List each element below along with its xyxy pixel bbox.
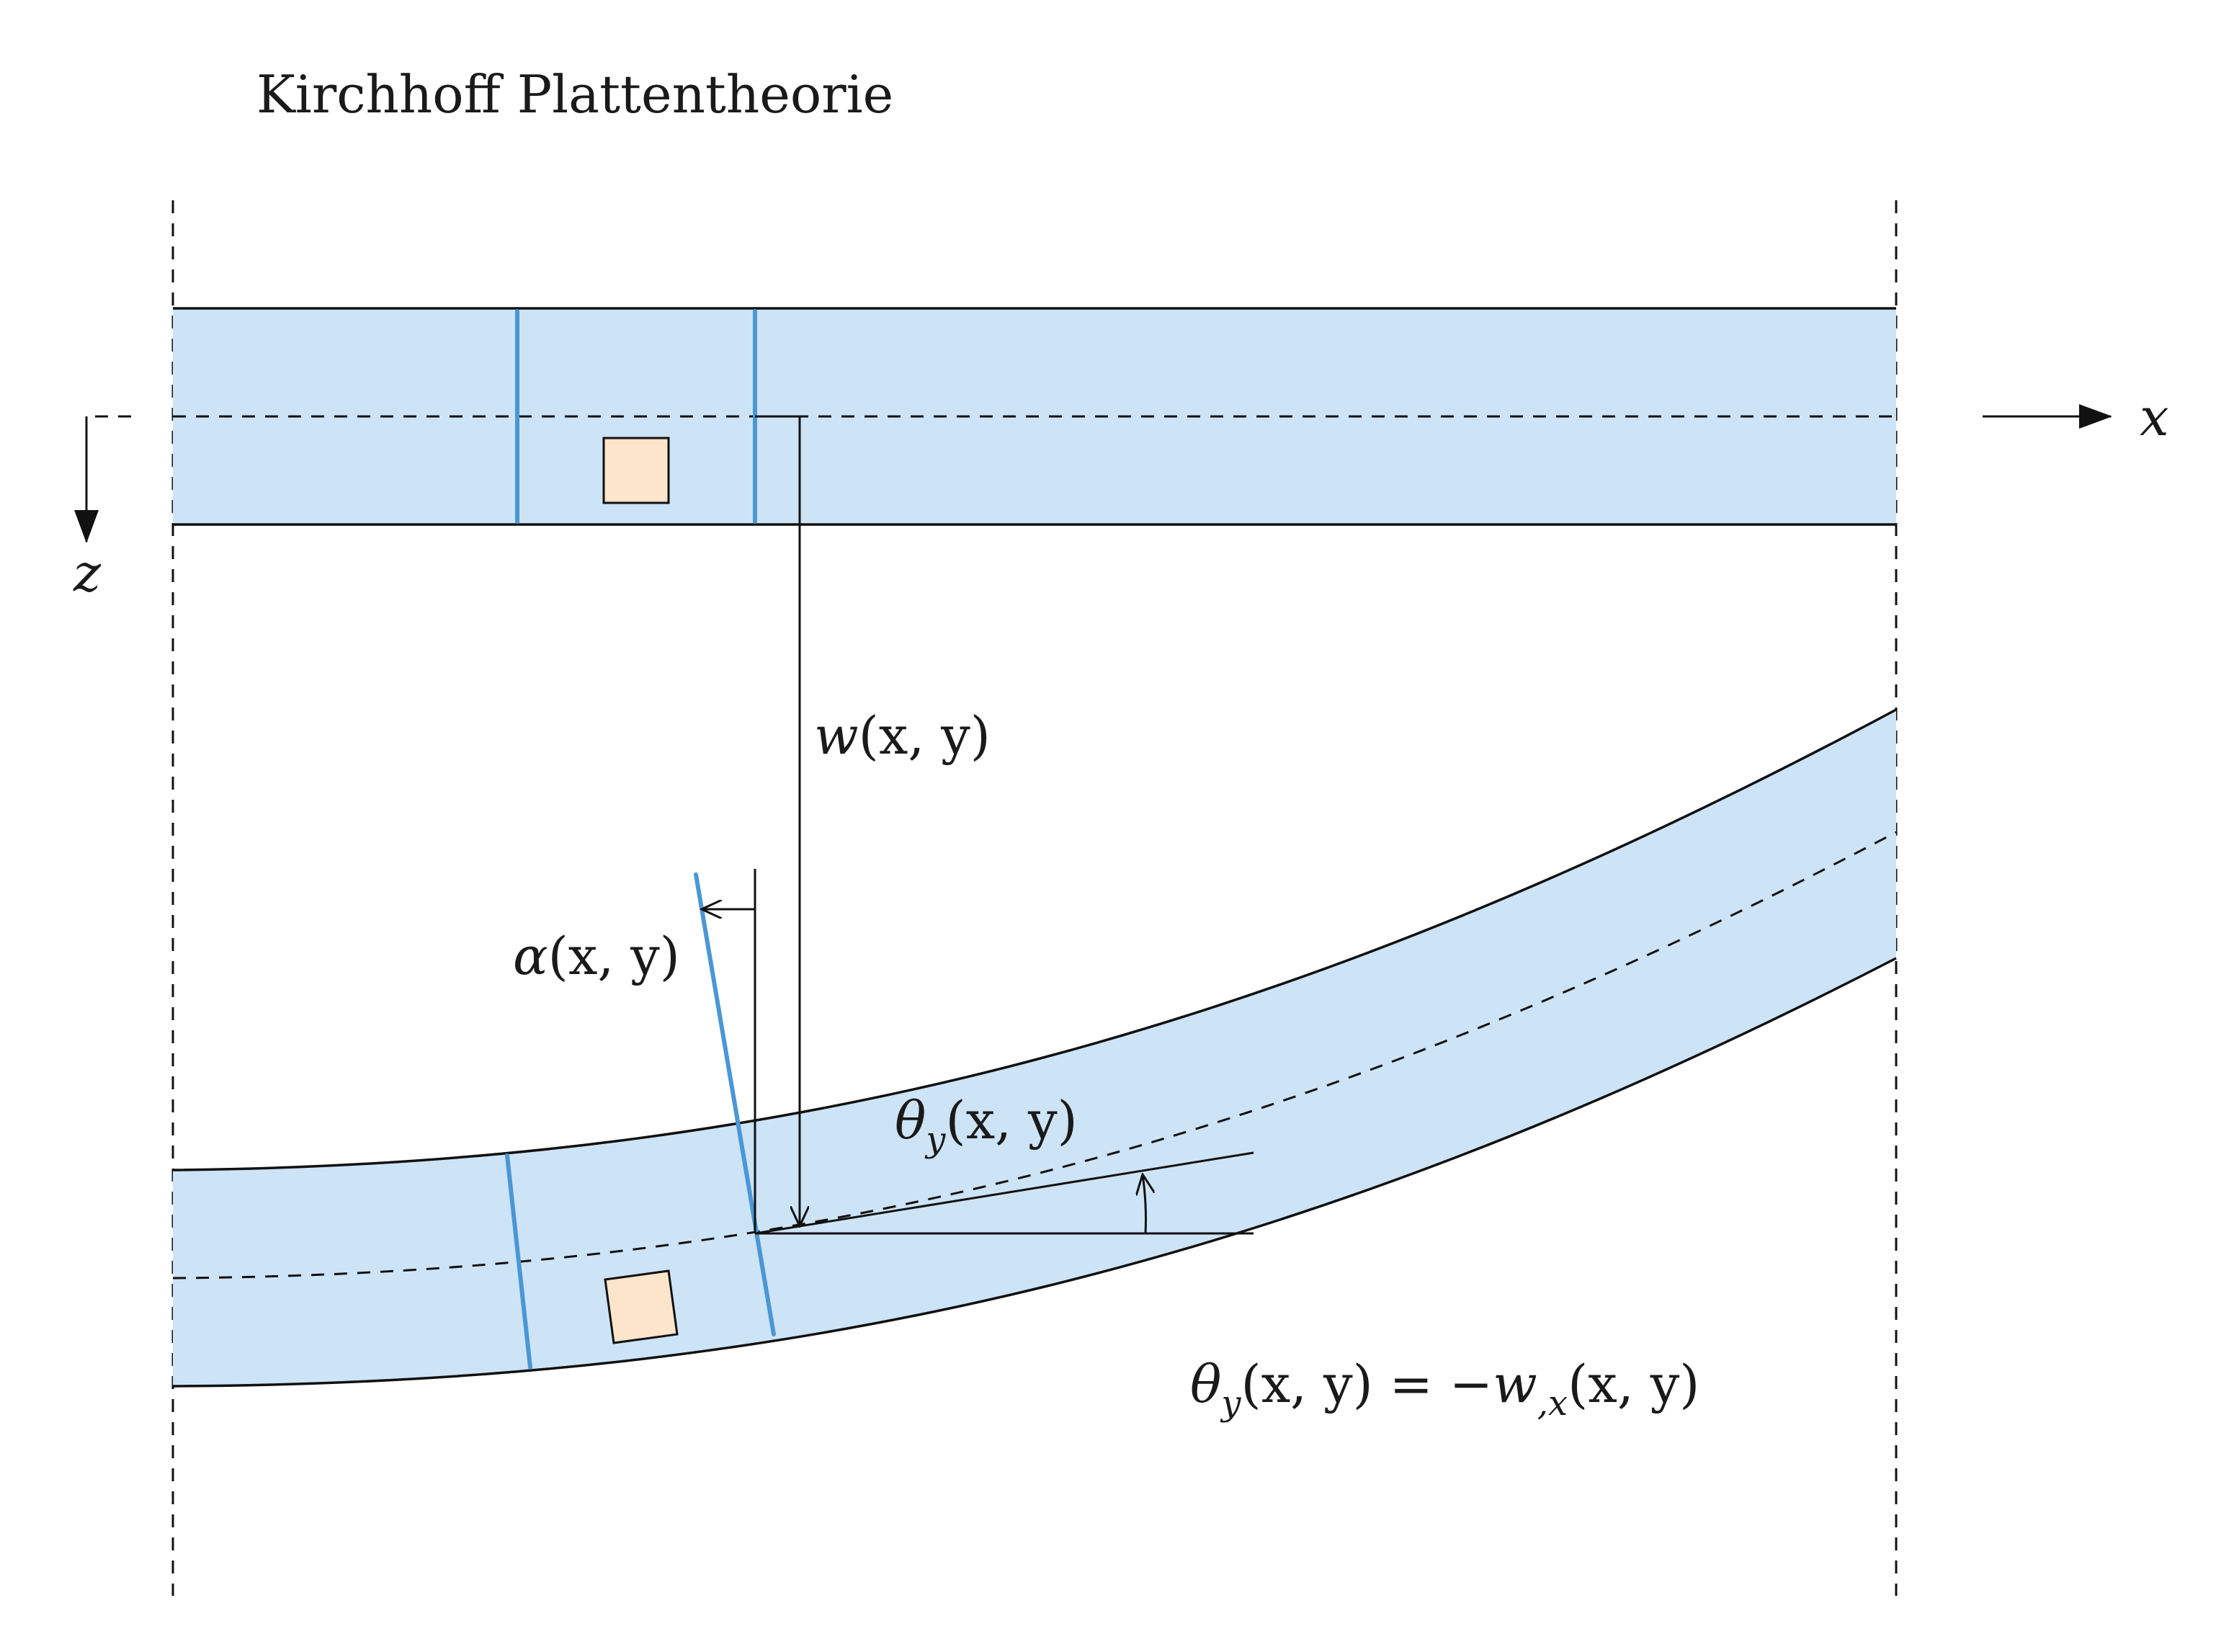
deformed-plate-top-edge <box>172 708 1897 1171</box>
theta-tangent-line <box>754 1151 1254 1235</box>
diagram-title: Kirchhoff Plattentheorie <box>256 64 893 125</box>
eq-theta-subscript: y <box>1220 1383 1241 1424</box>
theta-func: θ <box>895 1090 926 1151</box>
deflection-func: w <box>814 705 859 766</box>
x-axis-label: x <box>2140 387 2169 447</box>
eq-w-subscript: ,x <box>1537 1383 1568 1424</box>
z-axis-label: z <box>73 543 102 603</box>
deformed-plate <box>173 710 1896 1386</box>
deformed-mid-surface <box>172 831 1897 1280</box>
theta-angle-arc <box>1143 1174 1146 1234</box>
undeformed-material-element <box>602 437 670 504</box>
deformed-normal-fiber <box>694 872 776 1336</box>
deflection-label: w(x, y) <box>814 705 991 766</box>
eq-rhs-args: (x, y) <box>1568 1354 1699 1414</box>
deformed-material-element <box>604 1269 679 1344</box>
eq-lhs-args: (x, y) = − <box>1241 1354 1493 1414</box>
deflection-args: (x, y) <box>859 705 991 766</box>
theta-subscript: y <box>924 1120 946 1160</box>
eq-w: w <box>1493 1354 1537 1414</box>
theta-args: (x, y) <box>945 1090 1077 1151</box>
deformed-plate-bottom-edge <box>172 957 1897 1388</box>
deflection-arrow <box>755 415 800 1226</box>
theta-equation: θy(x, y) = −w,x(x, y) <box>1190 1354 1699 1424</box>
alpha-func: α <box>513 926 548 986</box>
theta-label: θy(x, y) <box>895 1090 1078 1160</box>
eq-theta: θ <box>1190 1354 1221 1414</box>
alpha-label: α(x, y) <box>513 926 680 986</box>
deformed-fiber-left <box>505 1153 532 1370</box>
alpha-args: (x, y) <box>548 926 680 986</box>
